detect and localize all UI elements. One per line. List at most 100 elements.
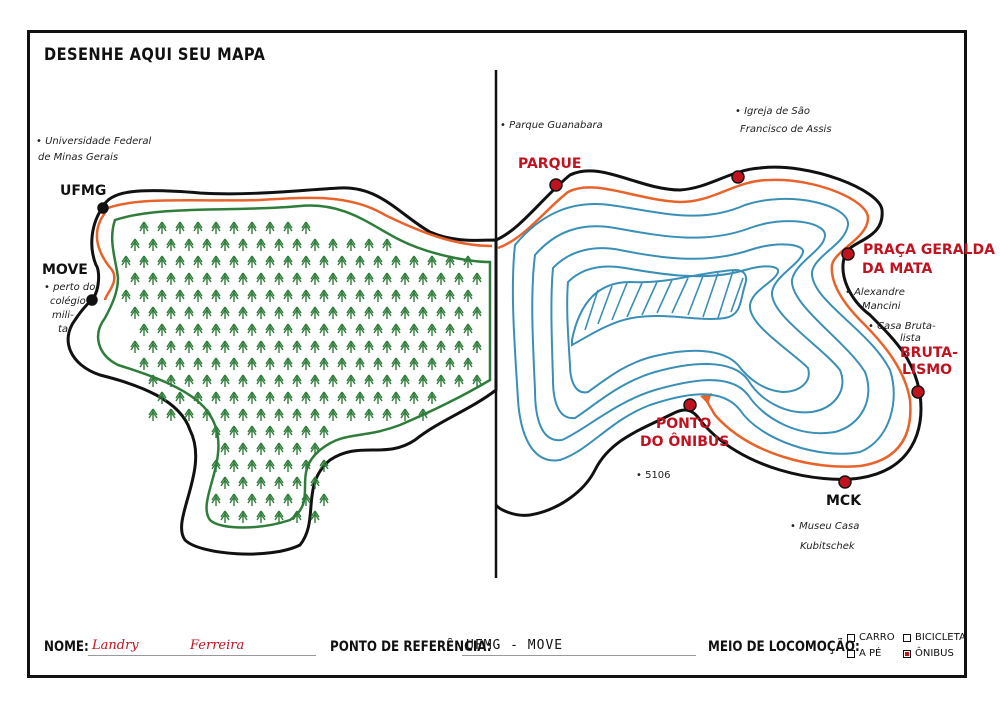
- alexandre-note-line2: Mancini: [862, 301, 901, 312]
- tree-icon: [256, 340, 266, 353]
- tree-icon: [238, 272, 248, 285]
- checkbox-carro[interactable]: [847, 633, 855, 642]
- tree-icon: [445, 357, 455, 370]
- tree-icon: [157, 255, 167, 268]
- marker-move: [86, 294, 98, 306]
- tree-icon: [220, 510, 230, 523]
- ufmg-note-line1: • Universidade Federal: [36, 136, 152, 147]
- tree-icon: [274, 442, 284, 455]
- left-orange-route-top: [107, 196, 493, 248]
- museu-note-line1: • Museu Casa: [790, 521, 860, 532]
- label-ponto-line1: PONTO: [656, 416, 712, 432]
- tree-icon: [310, 272, 320, 285]
- tree-icon: [256, 374, 266, 387]
- tree-icon: [157, 357, 167, 370]
- tree-icon: [409, 255, 419, 268]
- tree-icon: [256, 476, 266, 489]
- nome-value-first: Landry: [92, 638, 139, 653]
- forest-outline: [96, 204, 492, 529]
- tree-icon: [373, 323, 383, 336]
- museu-note-line2: Kubitschek: [800, 541, 855, 552]
- tree-icon: [166, 374, 176, 387]
- tree-icon: [445, 323, 455, 336]
- tree-icon: [229, 357, 239, 370]
- tree-icon: [265, 391, 275, 404]
- tree-icon: [256, 510, 266, 523]
- tree-icon: [166, 238, 176, 251]
- tree-icon: [445, 289, 455, 302]
- tree-icon: [301, 255, 311, 268]
- tree-icon: [292, 340, 302, 353]
- marker-igreja: [731, 170, 745, 184]
- tree-icon: [355, 357, 365, 370]
- alexandre-note-line1: • Alexandre: [845, 287, 905, 298]
- tree-icon: [229, 289, 239, 302]
- checkbox-a-pe[interactable]: [847, 649, 855, 658]
- tree-icon: [382, 340, 392, 353]
- tree-icon: [310, 510, 320, 523]
- contour-2: [531, 220, 870, 442]
- tree-icon: [265, 323, 275, 336]
- tree-icon: [283, 459, 293, 472]
- tree-icon: [202, 238, 212, 251]
- tree-icon: [382, 272, 392, 285]
- tree-icon: [436, 340, 446, 353]
- tree-icon: [283, 255, 293, 268]
- label-praca-line2: DA MATA: [862, 261, 933, 277]
- tree-icon: [310, 238, 320, 251]
- tree-icon: [319, 425, 329, 438]
- tree-icon: [337, 357, 347, 370]
- tree-icon: [328, 374, 338, 387]
- casa-note-line2: lista: [900, 333, 921, 344]
- tree-icon: [265, 459, 275, 472]
- tree-icon: [409, 391, 419, 404]
- contour-3: [550, 243, 844, 420]
- tree-icon: [301, 221, 311, 234]
- tree-icon: [310, 374, 320, 387]
- label-brutalismo-line1: BRUTA-: [900, 345, 958, 361]
- nome-underline: [88, 655, 316, 656]
- tree-icon: [220, 238, 230, 251]
- tree-icon: [157, 221, 167, 234]
- tree-icon: [265, 425, 275, 438]
- tree-icon: [238, 238, 248, 251]
- tree-icon: [454, 272, 464, 285]
- tree-icon: [211, 425, 221, 438]
- tree-icon: [193, 289, 203, 302]
- label-brutalismo-line2: LISMO: [902, 362, 953, 378]
- option-bicicleta-label: BICICLETA: [915, 632, 966, 643]
- tree-icon: [175, 255, 185, 268]
- option-carro[interactable]: CARRO: [847, 632, 895, 643]
- option-a-pe-label: A PÉ: [859, 648, 882, 659]
- tree-icon: [292, 510, 302, 523]
- option-bicicleta[interactable]: BICICLETA: [903, 632, 966, 643]
- tree-icon: [175, 221, 185, 234]
- tree-icon: [319, 255, 329, 268]
- tree-icon: [292, 476, 302, 489]
- tree-icon: [310, 442, 320, 455]
- tree-icon: [193, 255, 203, 268]
- tree-icon: [364, 374, 374, 387]
- tree-icon: [391, 357, 401, 370]
- tree-icon: [283, 357, 293, 370]
- tree-icon: [220, 476, 230, 489]
- tree-icon: [454, 306, 464, 319]
- tree-icon: [427, 323, 437, 336]
- checkbox-bicicleta[interactable]: [903, 633, 911, 642]
- tree-icon: [373, 391, 383, 404]
- checkbox-onibus[interactable]: [903, 649, 911, 658]
- tree-icon: [238, 306, 248, 319]
- tree-icon: [364, 306, 374, 319]
- tree-icon: [463, 255, 473, 268]
- tree-icon: [193, 357, 203, 370]
- tree-icon: [328, 306, 338, 319]
- tree-icon: [265, 493, 275, 506]
- tree-icon: [139, 221, 149, 234]
- tree-icon: [472, 340, 482, 353]
- tree-icon: [301, 425, 311, 438]
- option-onibus[interactable]: ÔNIBUS: [903, 648, 954, 659]
- tree-icon: [283, 493, 293, 506]
- option-a-pe[interactable]: A PÉ: [847, 648, 881, 659]
- tree-icon: [247, 493, 257, 506]
